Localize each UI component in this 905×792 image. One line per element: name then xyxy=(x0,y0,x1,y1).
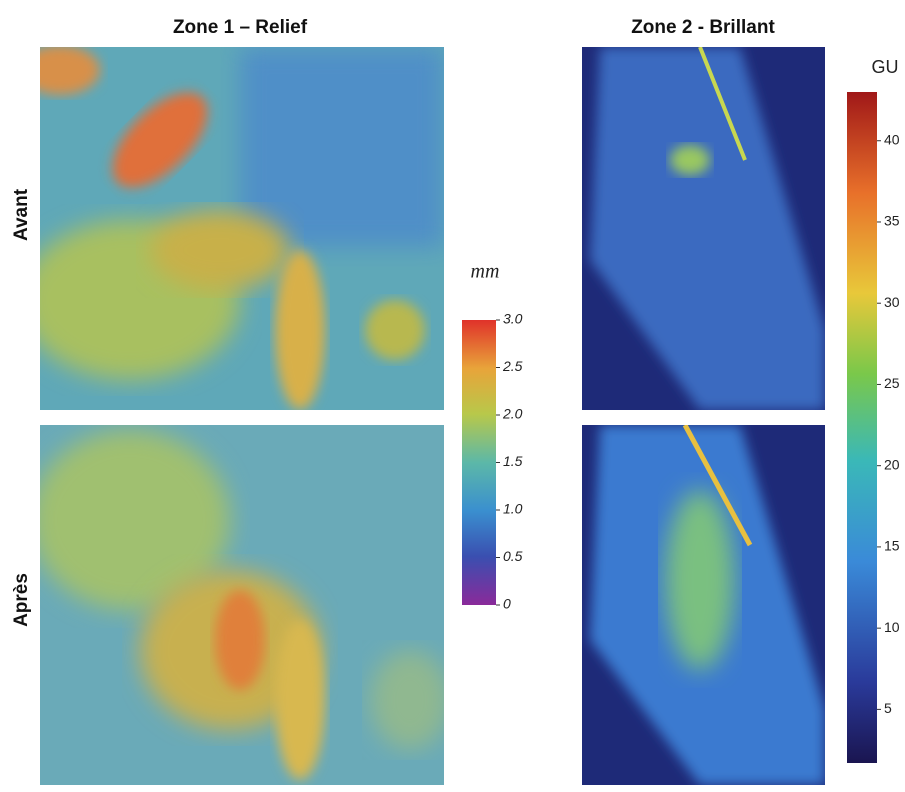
colorbar-tick-label: 1.5 xyxy=(503,453,523,469)
colorbar-tick-label: 0.5 xyxy=(503,548,523,564)
figure: Zone 1 – Relief Zone 2 - Brillant Avant … xyxy=(0,0,905,787)
colorbar-tick-label: 30 xyxy=(884,294,900,310)
row-label: Avant xyxy=(11,188,32,241)
row-label: Après xyxy=(11,573,32,627)
gloss-image-after xyxy=(582,425,825,785)
colorbar-tick-label: 10 xyxy=(884,619,900,635)
gloss-image-before xyxy=(582,47,825,410)
colorbar-tick-label: 40 xyxy=(884,131,900,147)
relief-image-before xyxy=(20,45,444,410)
colorbar-tick-label: 2.5 xyxy=(502,358,523,374)
relief-image-after xyxy=(30,425,450,785)
panel-title: Zone 2 - Brillant xyxy=(631,17,775,38)
colorbar-tick-label: 25 xyxy=(884,375,900,391)
panel-title: Zone 1 – Relief xyxy=(173,17,308,38)
colorbar xyxy=(847,92,877,763)
colorbar-tick-label: 5 xyxy=(884,700,892,716)
colorbar-tick-label: 1.0 xyxy=(503,501,523,517)
colorbar-label: mm xyxy=(471,261,500,283)
colorbar-tick-label: 20 xyxy=(884,456,900,472)
colorbar-tick-label: 3.0 xyxy=(503,311,523,327)
colorbar-tick-label: 35 xyxy=(884,213,900,229)
colorbar-tick-label: 0 xyxy=(503,596,511,612)
colorbar-tick-label: 15 xyxy=(884,538,900,554)
colorbar xyxy=(462,320,496,605)
colorbar-label: GU xyxy=(872,57,899,77)
colorbar-tick-label: 2.0 xyxy=(502,406,523,422)
